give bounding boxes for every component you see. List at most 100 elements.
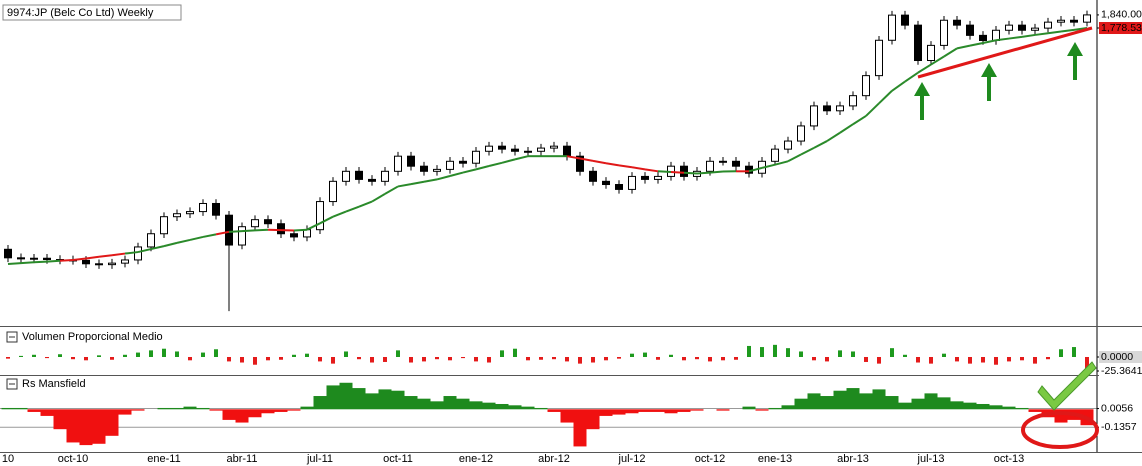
area-slice	[937, 397, 951, 410]
moving-average	[904, 71, 919, 83]
area-slice	[781, 405, 795, 410]
volume-bar	[786, 348, 790, 357]
volume-bar	[591, 356, 595, 363]
candle-body	[342, 170, 350, 182]
moving-average	[709, 170, 724, 174]
candle-body	[264, 219, 272, 225]
moving-average	[46, 259, 61, 263]
volume-bar	[318, 356, 322, 362]
volume-bar	[747, 345, 751, 357]
moving-average	[371, 193, 386, 203]
moving-average	[410, 180, 425, 186]
candle-body	[524, 150, 532, 153]
area-slice	[989, 405, 1003, 410]
y-tick-label: -25.3641	[1101, 365, 1142, 377]
x-tick-label: abr-12	[538, 453, 570, 465]
tick-label-box	[1099, 22, 1142, 35]
candle-body	[446, 160, 454, 170]
candle-body	[420, 165, 428, 172]
tick-label-box	[1099, 350, 1142, 363]
volume-bar	[1033, 356, 1037, 364]
candle-body	[498, 145, 506, 150]
area-slice	[430, 401, 444, 410]
volume-bar	[513, 348, 517, 357]
volume-bar	[487, 356, 491, 363]
volume-bar	[617, 356, 621, 359]
volume-bar	[877, 356, 881, 364]
area-slice	[1028, 409, 1042, 412]
volume-bar	[97, 355, 101, 357]
moving-average	[345, 205, 360, 213]
candle-body	[17, 257, 25, 260]
moving-average	[618, 164, 633, 169]
volume-bar	[409, 356, 413, 363]
area-slice	[417, 398, 431, 410]
volume-bar	[981, 356, 985, 363]
candle-body	[680, 165, 688, 177]
area-slice	[924, 393, 938, 410]
moving-average	[956, 44, 971, 50]
y-tick-label: 1,840.00	[1101, 9, 1142, 21]
area-slice	[716, 409, 730, 411]
x-tick-label: abr-11	[227, 453, 258, 465]
volume-bar	[1059, 349, 1063, 357]
y-tick-label: -0.1357	[1101, 421, 1137, 433]
volume-bar	[123, 354, 127, 357]
area-slice	[131, 409, 145, 411]
volume-bar	[968, 356, 972, 364]
y-tick-label: 0.0056	[1101, 402, 1133, 414]
area-slice	[248, 409, 262, 418]
candle-body	[966, 24, 974, 36]
area-slice	[833, 390, 847, 410]
moving-average	[566, 155, 581, 160]
moving-average	[579, 157, 594, 162]
volume-bar	[552, 356, 556, 360]
x-tick-label: jul-11	[306, 453, 333, 465]
plot-area	[0, 10, 1097, 447]
area-slice	[14, 407, 28, 410]
moving-average	[865, 102, 880, 117]
volume-bar	[279, 356, 283, 360]
volume-bar	[422, 356, 426, 362]
moving-average	[124, 251, 139, 255]
volume-bar	[1046, 356, 1050, 360]
candle-body	[381, 170, 389, 182]
moving-average	[319, 215, 334, 225]
candle-body	[550, 145, 558, 149]
volume-bar	[58, 354, 62, 357]
x-tick-label: ene-12	[459, 453, 493, 465]
volume-bar	[175, 351, 179, 357]
arrows	[914, 42, 1083, 120]
candle-body	[1044, 21, 1052, 29]
area-slice	[638, 409, 652, 412]
candle-body	[732, 160, 740, 167]
area-slice	[53, 409, 67, 430]
area-slice	[963, 402, 977, 410]
chart-title: 9974:JP (Belc Co Ltd) Weekly	[7, 7, 154, 19]
volume-bar	[1020, 356, 1024, 361]
moving-average	[696, 171, 711, 175]
area-slice	[66, 409, 80, 443]
moving-average	[501, 158, 516, 164]
x-tick-label: jul-13	[917, 453, 945, 465]
moving-average	[254, 228, 269, 232]
area-slice	[560, 409, 574, 423]
moving-average	[215, 230, 230, 236]
area-slice	[157, 407, 171, 410]
moving-average	[787, 153, 802, 163]
moving-average	[917, 63, 932, 74]
moving-average	[748, 166, 763, 173]
volume-bar	[760, 347, 764, 357]
area-slice	[339, 382, 353, 410]
check-mark	[1037, 361, 1097, 411]
area-slice	[313, 396, 327, 410]
area-slice	[222, 409, 236, 420]
volume-bar	[825, 356, 829, 362]
candle-body	[199, 202, 207, 213]
area-slice	[573, 409, 587, 447]
area-slice	[547, 409, 561, 412]
candle-body	[108, 262, 116, 266]
volume-bar	[461, 356, 465, 359]
candle-body	[82, 259, 90, 265]
